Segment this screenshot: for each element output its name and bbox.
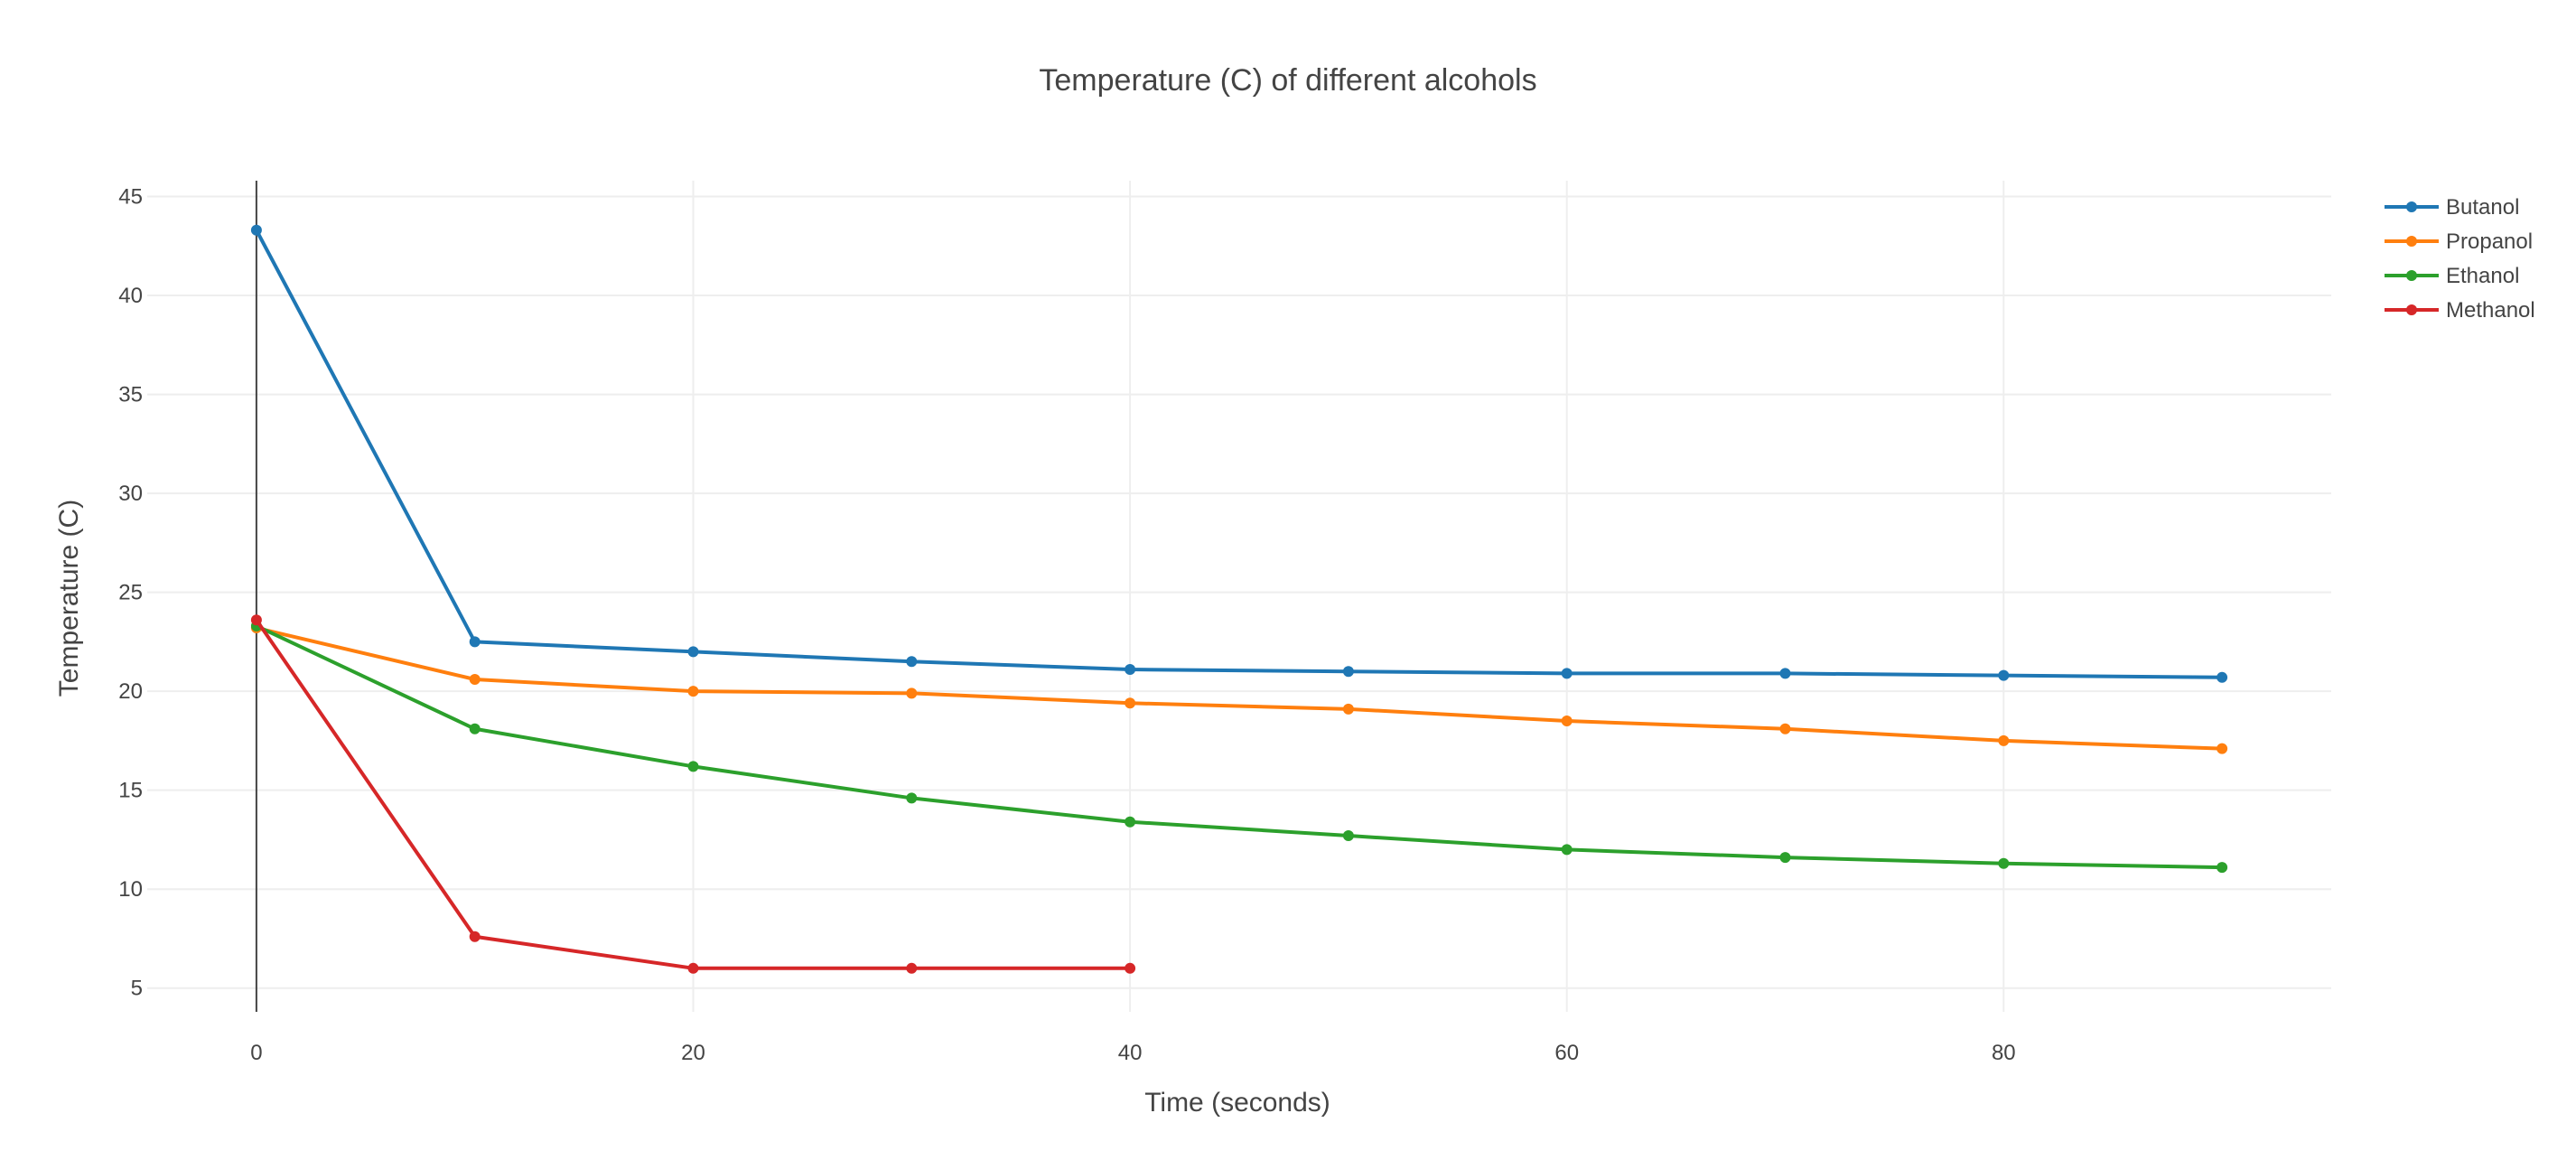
data-point (906, 962, 918, 974)
data-point (1561, 716, 1573, 726)
legend-item-methanol[interactable]: Methanol (2385, 298, 2535, 323)
x-tick-label: 40 (1118, 1041, 1143, 1065)
series-propanol (250, 622, 2228, 754)
legend-swatch-marker (2406, 270, 2417, 281)
data-point (1998, 857, 2010, 869)
data-point (1998, 734, 2010, 746)
y-tick-label: 25 (118, 581, 143, 605)
series-lines (250, 224, 2228, 974)
data-point (1125, 816, 1136, 828)
series-ethanol (250, 620, 2228, 874)
data-point (1342, 666, 1354, 678)
data-point (2217, 862, 2228, 874)
series-methanol (250, 614, 1136, 974)
gridlines (147, 181, 2331, 1012)
series-line (256, 624, 2223, 870)
legend-label: Butanol (2446, 195, 2519, 220)
data-point (1779, 668, 1791, 679)
legend-item-propanol[interactable]: Propanol (2385, 229, 2533, 254)
data-point (469, 931, 481, 942)
legend-label: Ethanol (2446, 264, 2519, 288)
y-tick-label: 45 (118, 185, 143, 210)
data-point (1125, 697, 1136, 709)
data-point (687, 962, 699, 974)
data-point (1779, 723, 1791, 734)
data-point (1561, 668, 1573, 679)
data-point (1125, 664, 1136, 676)
data-point (906, 792, 918, 804)
data-point (469, 636, 481, 648)
chart-title: Temperature (C) of different alcohols (1039, 63, 1536, 98)
legend-item-ethanol[interactable]: Ethanol (2385, 264, 2519, 288)
y-tick-label: 40 (118, 284, 143, 308)
y-tick-label: 30 (118, 482, 143, 506)
x-axis-title: Time (seconds) (1144, 1088, 1330, 1118)
x-tick-label: 60 (1554, 1041, 1579, 1065)
legend-swatch-marker (2406, 236, 2417, 247)
x-tick-label: 80 (1992, 1041, 2016, 1065)
legend-swatch-marker (2406, 201, 2417, 212)
legend-label: Methanol (2446, 298, 2535, 323)
y-axis-title: Temperature (C) (54, 500, 84, 697)
legend: Butanol Propanol Ethanol Methanol (2385, 195, 2535, 323)
data-point (687, 761, 699, 772)
axes: 5 10 15 20 25 30 35 40 45 0 20 40 60 80 (118, 181, 2016, 1065)
series-line (255, 229, 2223, 679)
data-point (687, 646, 699, 658)
x-tick-label: 20 (681, 1041, 705, 1065)
y-tick-label: 5 (131, 977, 143, 1001)
data-point (1342, 703, 1354, 715)
series-butanol (250, 224, 2228, 683)
data-point (906, 688, 918, 699)
series-line (256, 626, 2223, 751)
y-tick-label: 15 (118, 779, 143, 803)
legend-item-butanol[interactable]: Butanol (2385, 195, 2519, 220)
data-point (906, 656, 918, 668)
data-point (250, 224, 262, 236)
data-point (2217, 671, 2228, 683)
data-point (1342, 830, 1354, 842)
legend-swatch-marker (2406, 304, 2417, 315)
data-point (469, 674, 481, 685)
y-tick-label: 20 (118, 679, 143, 704)
data-point (250, 614, 262, 626)
data-point (469, 723, 481, 734)
y-tick-label: 35 (118, 383, 143, 407)
data-point (2217, 743, 2228, 754)
x-tick-label: 0 (250, 1041, 262, 1065)
legend-label: Propanol (2446, 229, 2533, 254)
data-point (1998, 669, 2010, 681)
data-point (1561, 844, 1573, 856)
data-point (1779, 852, 1791, 864)
data-point (1125, 962, 1136, 974)
y-tick-label: 10 (118, 877, 143, 902)
data-point (687, 686, 699, 697)
